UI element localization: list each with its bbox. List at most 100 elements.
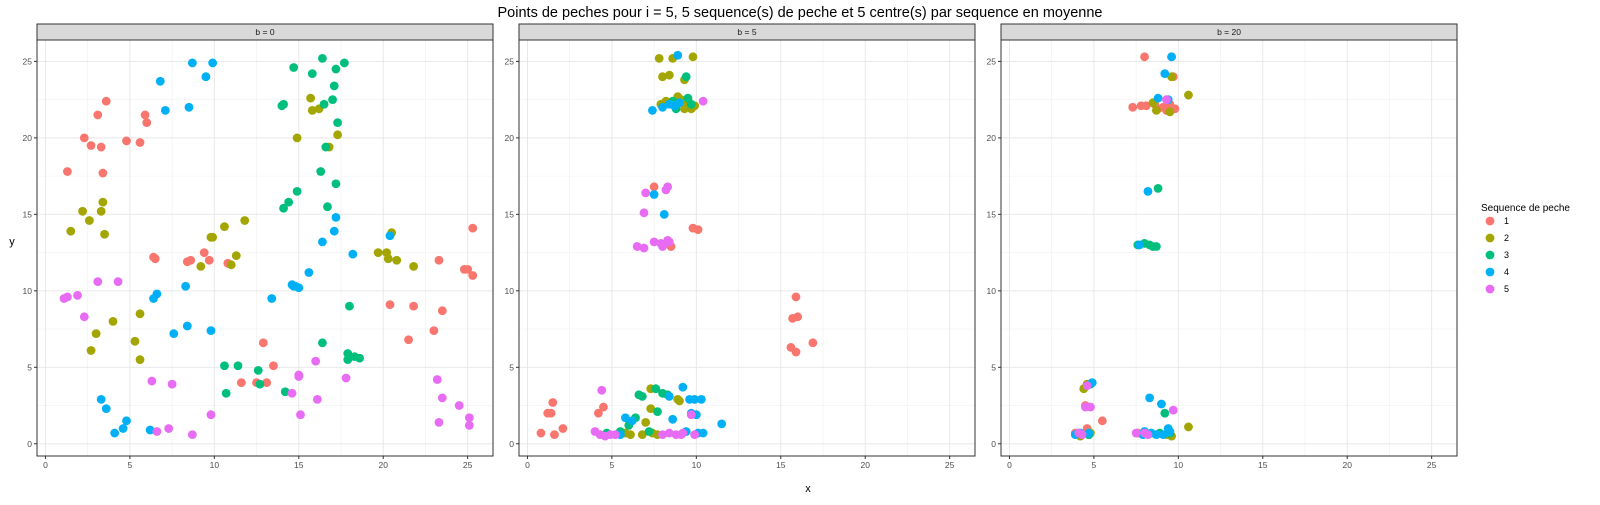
facet-strip: [36, 23, 494, 41]
data-point-series-5: [649, 237, 659, 247]
data-point-series-1: [468, 223, 478, 233]
data-point-series-1: [546, 408, 556, 418]
y-tick-label: 20: [23, 133, 33, 143]
data-point-series-5: [1131, 428, 1141, 438]
data-point-series-4: [1167, 52, 1176, 62]
data-point-series-5: [1077, 430, 1087, 439]
data-point-series-5: [663, 182, 673, 192]
x-tick-label: 20: [1342, 460, 1352, 470]
data-point-series-3: [333, 118, 343, 127]
y-tick-label: 15: [987, 209, 997, 219]
data-point-series-1: [409, 301, 419, 311]
data-point-series-4: [673, 50, 683, 60]
data-point-series-2: [307, 105, 317, 115]
panel-3: b = 20 0 5 10 15 20 25 0 5 10 15 20 25: [987, 23, 1458, 470]
data-point-series-2: [91, 329, 101, 339]
data-point-series-4: [110, 428, 120, 438]
y-axis-title: y: [9, 236, 15, 248]
data-point-series-5: [641, 188, 651, 198]
data-point-series-2: [100, 229, 109, 239]
data-point-series-2: [66, 226, 76, 236]
data-point-series-1: [122, 136, 131, 146]
x-tick-label: 20: [860, 460, 870, 470]
data-point-series-4: [201, 72, 211, 82]
data-point-series-3: [331, 179, 341, 189]
x-tick-label: 0: [43, 460, 48, 470]
data-point-series-2: [646, 404, 656, 413]
data-point-series-3: [339, 58, 349, 68]
data-point-series-4: [659, 209, 669, 219]
data-point-series-1: [791, 347, 801, 357]
legend-label-5: 5: [1504, 284, 1509, 294]
data-point-series-3: [1153, 183, 1163, 193]
facet-strip-label: b = 5: [737, 27, 756, 37]
data-point-series-3: [292, 187, 302, 196]
data-point-series-4: [267, 294, 277, 303]
data-point-series-5: [206, 410, 216, 420]
data-point-series-4: [304, 268, 314, 277]
data-point-series-5: [658, 430, 667, 439]
data-point-series-3: [279, 99, 288, 109]
data-point-series-4: [1153, 93, 1163, 103]
y-tick-label: 25: [23, 56, 33, 66]
data-point-series-5: [1168, 405, 1178, 415]
data-point-series-1: [186, 255, 196, 265]
y-tick-label: 0: [991, 439, 996, 449]
data-point-series-4: [184, 102, 194, 112]
data-point-series-2: [637, 430, 647, 439]
data-point-series-3: [355, 353, 364, 363]
data-point-series-1: [434, 255, 444, 265]
data-point-series-1: [599, 402, 608, 412]
data-point-series-1: [791, 292, 801, 302]
data-point-series-1: [437, 306, 447, 316]
data-point-series-5: [678, 428, 688, 438]
data-point-series-5: [312, 395, 322, 404]
y-tick-label: 5: [27, 362, 32, 372]
data-point-series-4: [648, 105, 657, 115]
data-point-series-2: [208, 232, 218, 242]
chart-title: Points de peches pour i = 5, 5 sequence(…: [498, 5, 1103, 21]
panel-background: [1001, 40, 1457, 456]
data-point-series-2: [664, 70, 674, 80]
data-point-series-4: [118, 424, 128, 433]
x-tick-label: 15: [776, 460, 786, 470]
data-point-series-5: [658, 242, 667, 251]
data-point-series-2: [84, 216, 94, 225]
data-point-series-4: [1157, 399, 1166, 409]
data-point-series-3: [323, 202, 332, 212]
legend-title: Sequence de peche: [1481, 203, 1570, 214]
data-point-series-5: [164, 424, 174, 433]
data-point-series-4: [1163, 424, 1173, 433]
data-point-series-5: [464, 421, 474, 430]
data-point-series-3: [321, 142, 331, 152]
x-tick-label: 5: [610, 460, 615, 470]
data-point-series-2: [306, 93, 315, 103]
y-tick-label: 20: [987, 133, 997, 143]
legend: Sequence de peche 1 2 3 4 5: [1481, 203, 1570, 294]
data-point-series-1: [385, 300, 395, 309]
x-tick-label: 5: [1092, 460, 1097, 470]
x-tick-label: 10: [210, 460, 220, 470]
x-axis-title: x: [805, 483, 811, 495]
data-point-series-5: [167, 379, 177, 389]
data-point-series-4: [717, 419, 727, 429]
data-point-series-4: [649, 190, 659, 199]
data-point-series-3: [329, 81, 339, 91]
x-tick-label: 15: [1258, 460, 1268, 470]
data-point-series-2: [98, 197, 108, 207]
data-point-series-1: [135, 138, 145, 147]
data-point-series-2: [135, 309, 145, 319]
data-point-series-5: [1086, 402, 1095, 412]
data-point-series-2: [1151, 105, 1161, 115]
data-point-series-1: [63, 167, 72, 176]
data-point-series-5: [610, 430, 620, 439]
data-point-series-5: [113, 277, 123, 287]
data-point-series-3: [651, 384, 661, 394]
x-tick-label: 5: [128, 460, 133, 470]
data-point-series-1: [550, 430, 559, 439]
data-point-series-3: [316, 167, 326, 176]
data-point-series-4: [182, 321, 192, 331]
y-tick-label: 25: [987, 56, 997, 66]
data-point-series-4: [348, 249, 358, 259]
data-point-series-3: [331, 64, 341, 74]
